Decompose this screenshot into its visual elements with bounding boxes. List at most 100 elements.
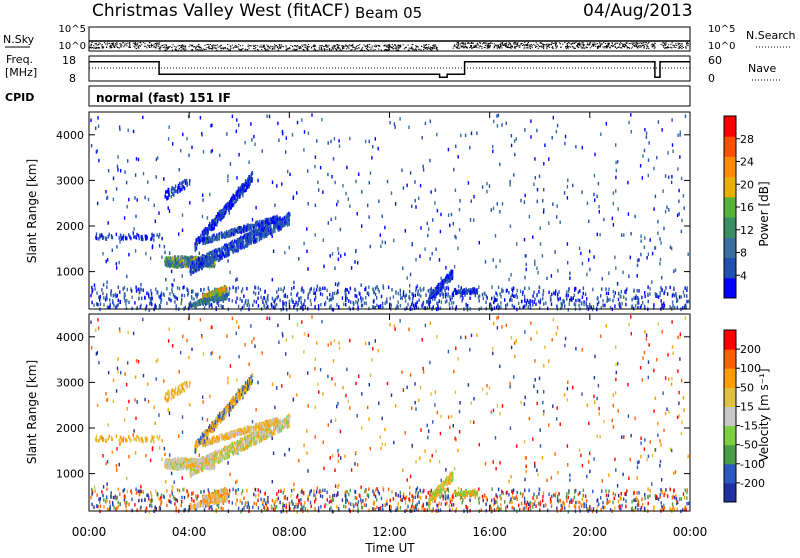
power-mark [263,229,264,233]
nsky-mark [499,48,500,49]
power-mark [322,190,323,194]
power-mark [195,246,196,250]
power-mark [429,159,430,163]
power-mark [135,215,136,219]
power-mark [534,157,535,161]
power-mark [573,296,574,300]
power-mark [208,263,209,267]
nsky-mark [599,43,600,44]
nsky-mark [426,44,427,45]
power-mark [267,221,268,225]
power-mark [180,263,181,267]
power-mark [202,198,203,202]
power-mark [630,232,631,236]
power-mark [560,297,561,301]
power-mark [619,303,620,307]
power-mark [493,258,494,262]
nsky-mark [137,44,138,45]
nsky-mark [221,48,222,49]
nsky-mark [553,43,554,44]
power-mark [218,248,219,252]
power-mark [214,237,215,241]
nsky-mark [460,43,461,44]
nsky-mark [255,47,256,48]
power-mark [170,299,171,303]
power-mark [614,304,615,308]
nsky-mark [539,43,540,44]
nsky-mark [359,44,360,45]
power-mark [580,252,581,256]
power-mark [135,173,136,177]
nsky-mark [577,43,578,44]
nsky-mark [412,44,413,45]
power-mark [514,295,515,299]
power-mark [445,293,446,297]
power-mark [211,124,212,128]
nsky-mark [510,45,511,46]
power-mark [427,222,428,226]
power-mark [510,295,511,299]
nsky-mark [297,45,298,46]
power-mark [562,299,563,303]
nsky-mark [549,44,550,45]
power-mark [588,220,589,224]
power-mark [195,293,196,297]
power-mark [243,229,244,233]
power-mark [106,280,107,284]
power-mark [505,304,506,308]
power-mark [303,303,304,307]
nsky-mark [138,45,139,46]
nsky-mark [627,43,628,44]
power-mark [508,278,509,282]
nsky-mark [308,44,309,45]
power-mark [189,182,190,186]
power-mark [98,125,99,129]
power-mark [498,286,499,290]
power-mark [509,299,510,303]
power-mark [453,222,454,226]
power-mark [168,206,169,210]
nsky-mark [465,44,466,45]
power-mark [524,305,525,309]
power-mark [308,293,309,297]
nsky-mark [463,47,464,48]
power-mark [554,250,555,254]
nsky-mark [136,44,137,45]
power-mark [368,215,369,219]
power-mark [423,288,424,292]
power-mark [236,118,237,122]
power-mark [460,134,461,138]
power-mark [201,262,202,266]
power-mark [230,234,231,238]
nsky-mark [588,44,589,45]
power-mark [512,304,513,308]
power-mark [95,127,96,131]
power-mark [537,200,538,204]
power-mark [688,300,689,304]
power-mark [502,202,503,206]
nsky-mark [594,43,595,44]
power-mark [560,221,561,225]
freq-tick-bottom: 8 [69,72,76,85]
nsky-mark [214,48,215,49]
power-mark [289,222,290,226]
power-mark [256,237,257,241]
nsky-mark [638,46,639,47]
power-mark [402,267,403,271]
nsky-mark [400,45,401,46]
power-mark [171,190,172,194]
power-mark [327,173,328,177]
power-mark [93,304,94,308]
nsky-mark [647,43,648,44]
nsky-mark [265,50,266,51]
power-mark [197,260,198,264]
power-mark [395,202,396,206]
power-mark [287,170,288,174]
power-mark [623,233,624,237]
power-mark [633,307,634,311]
power-mark [448,287,449,291]
nsky-mark [286,47,287,48]
power-mark [659,237,660,241]
power-mark [304,130,305,134]
power-mark [593,305,594,309]
